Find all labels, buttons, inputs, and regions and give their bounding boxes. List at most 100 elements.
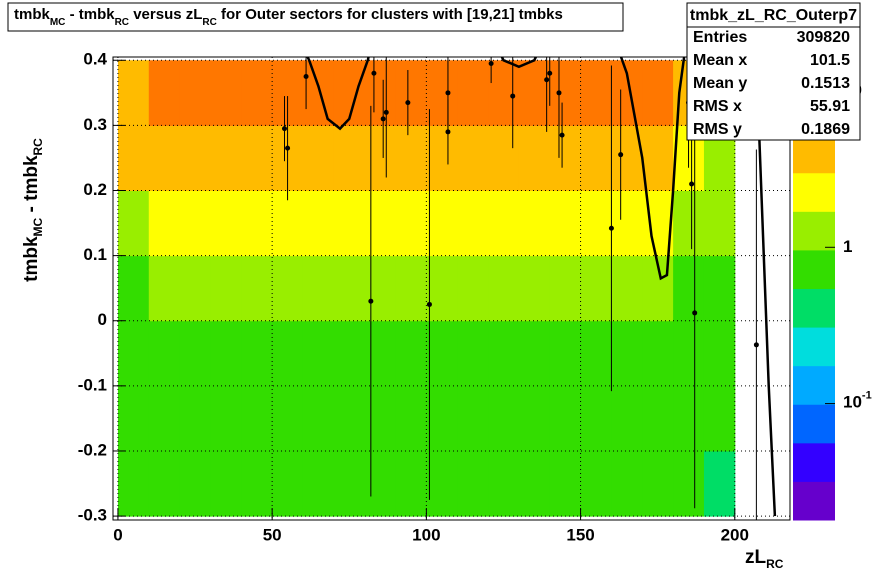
subscript: RC	[766, 557, 784, 571]
heat-cell	[580, 125, 612, 191]
heat-cell	[426, 255, 458, 322]
heat-cell	[210, 385, 242, 452]
y-tick-label: 0.3	[83, 115, 107, 134]
stats-key: RMS y	[693, 121, 742, 138]
heat-cell	[488, 385, 520, 452]
heat-cell	[426, 125, 458, 191]
profile-line	[500, 57, 538, 69]
heat-cell	[148, 190, 181, 257]
heat-cell	[117, 60, 150, 126]
heat-cell	[703, 190, 736, 257]
heat-cell	[148, 60, 181, 126]
heat-cell	[241, 450, 273, 517]
heat-cell	[642, 125, 674, 191]
y-axis-label: tmbkMC - tmbkRC	[21, 138, 45, 282]
x-tick-label: 0	[113, 525, 122, 544]
heat-cell	[241, 255, 273, 322]
heat-cell	[488, 320, 520, 387]
palette-swatch	[793, 404, 835, 444]
heat-cell	[488, 60, 520, 126]
heat-cell	[364, 385, 397, 452]
y-tick-label: -0.1	[78, 375, 107, 394]
stats-box: tmbk_zL_RC_Outerp7 Entries 309820 Mean x 101…	[686, 2, 861, 141]
heat-cell	[272, 450, 304, 517]
heat-cell	[518, 60, 551, 126]
heat-cell	[395, 320, 427, 387]
heat-cell	[302, 125, 335, 191]
heat-cell	[333, 450, 366, 517]
heat-cell	[148, 385, 181, 452]
heat-cell	[488, 450, 520, 517]
heat-cell	[426, 190, 458, 257]
palette-swatch	[793, 134, 835, 174]
palette-swatch	[793, 327, 835, 367]
heat-cell	[549, 385, 582, 452]
profile-point	[510, 93, 516, 99]
profile-point	[383, 109, 389, 115]
heat-cell	[241, 385, 273, 452]
heat-cell	[302, 450, 335, 517]
overlay	[113, 57, 790, 520]
heat-cell	[518, 190, 551, 257]
stats-key: Mean y	[693, 75, 747, 92]
heat-cell	[395, 125, 427, 191]
profile-point	[608, 225, 614, 231]
heat-cell	[179, 320, 211, 387]
profile-point	[371, 70, 377, 76]
profile-point	[544, 77, 550, 83]
palette-swatch	[793, 442, 835, 482]
heat-cell	[673, 255, 705, 322]
heat-cell	[241, 190, 273, 257]
label-part: for Outer sectors for clusters with [19,…	[217, 6, 563, 23]
heat-cell	[148, 320, 181, 387]
stats-value: 309820	[797, 29, 850, 46]
heat-cell	[364, 190, 397, 257]
stats-key: Entries	[693, 29, 747, 46]
heat-cell	[395, 255, 427, 322]
heat-cell	[673, 385, 705, 452]
heat-cell	[395, 190, 427, 257]
heat-cell	[549, 190, 582, 257]
heat-cell	[580, 190, 612, 257]
z-tick-label: 10-1	[843, 390, 872, 413]
heat-cell	[580, 60, 612, 126]
plot-frame	[112, 56, 791, 521]
heat-cell	[148, 125, 181, 191]
stats-key: Mean x	[693, 52, 747, 69]
heat-cell	[364, 125, 397, 191]
heat-cell	[333, 125, 366, 191]
heat-cell	[457, 255, 489, 322]
heat-cell	[117, 190, 150, 257]
heat-cell	[333, 190, 366, 257]
heat-cell	[272, 255, 304, 322]
heat-cell	[426, 320, 458, 387]
heat-cell	[673, 450, 705, 517]
x-tick-label: 150	[566, 525, 594, 544]
heat-cell	[611, 190, 643, 257]
y-tick-label: 0.1	[83, 245, 107, 264]
heat-cell	[580, 450, 612, 517]
heat-cell	[241, 60, 273, 126]
heat-cell	[210, 450, 242, 517]
stats-key: RMS x	[693, 98, 742, 115]
z-tick-base: 10	[843, 393, 862, 412]
heat-cell	[457, 60, 489, 126]
heat-cell	[703, 385, 736, 452]
heat-cell	[179, 450, 211, 517]
z-tick-label: 1	[843, 237, 852, 256]
heat-cell	[611, 60, 643, 126]
label-part: - tmbk	[65, 6, 115, 23]
profile-point	[559, 132, 565, 138]
heat-cell	[210, 125, 242, 191]
stats-value: 0.1513	[801, 75, 850, 92]
heat-cell	[580, 255, 612, 322]
profile-point	[405, 100, 411, 106]
palette-swatch	[793, 288, 835, 328]
heat-cell	[333, 255, 366, 322]
y-tick-label: 0.4	[83, 50, 107, 69]
heat-cell	[117, 450, 150, 517]
heat-cell	[488, 255, 520, 322]
y-tick-label: 0	[98, 310, 107, 329]
profile-point	[426, 301, 432, 307]
